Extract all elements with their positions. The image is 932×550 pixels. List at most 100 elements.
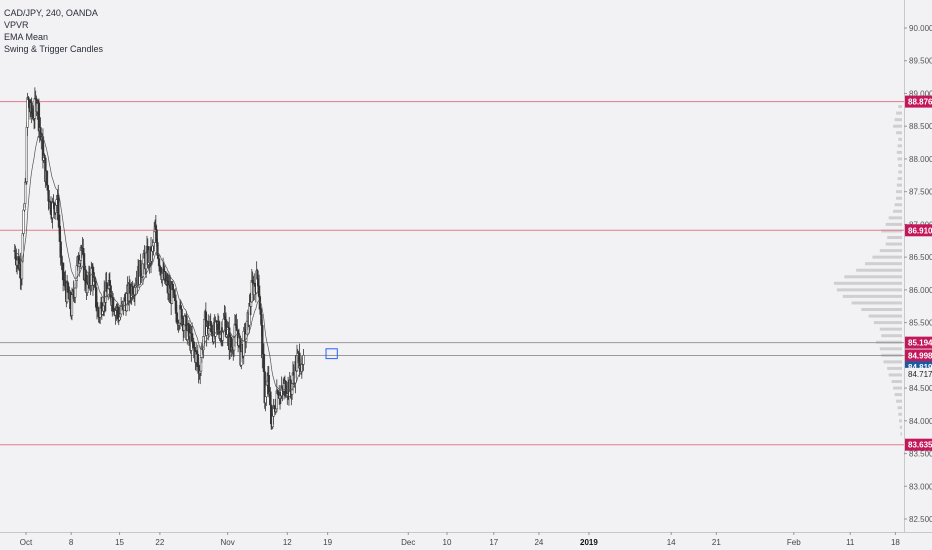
volume-profile-bar <box>844 275 902 279</box>
level-label-bg <box>905 95 932 108</box>
level-label-bg <box>905 349 932 362</box>
volume-profile-bar <box>861 308 902 312</box>
y-tick-label: 89.000 <box>909 89 932 98</box>
volume-profile-bar <box>856 268 902 272</box>
y-tick-label: 87.500 <box>909 188 932 197</box>
level-label: 85.194 <box>908 339 932 348</box>
volume-profile-bar <box>865 262 902 266</box>
candle-body <box>265 384 268 398</box>
volume-profile-bar <box>898 170 902 174</box>
x-tick-label: Dec <box>401 538 415 547</box>
x-tick-label: 14 <box>667 538 676 547</box>
volume-profile-bar <box>893 209 902 213</box>
volume-profile-bar <box>887 366 902 370</box>
volume-profile-bar <box>872 255 902 259</box>
candle-body <box>94 281 97 288</box>
volume-profile-bar <box>897 157 902 161</box>
volume-profile-bar <box>883 360 902 364</box>
volume-profile-bar <box>881 229 902 233</box>
volume-profile-bar <box>896 190 902 194</box>
y-tick-label: 86.000 <box>909 286 932 295</box>
volume-profile-bar <box>898 105 902 109</box>
volume-profile-bar <box>891 380 902 384</box>
y-tick-label: 88.000 <box>909 155 932 164</box>
volume-profile-bar <box>879 249 902 253</box>
volume-profile-bar <box>851 301 902 305</box>
volume-profile-bar <box>885 222 902 226</box>
y-tick-label: 85.500 <box>909 319 932 328</box>
y-tick-label: 86.500 <box>909 253 932 262</box>
volume-profile-bar <box>896 196 902 200</box>
chart-legend: CAD/JPY, 240, OANDA VPVR EMA Mean Swing … <box>4 7 103 55</box>
volume-profile-bar <box>897 177 902 181</box>
level-label: 88.876 <box>908 98 932 107</box>
volume-profile-bar <box>896 150 902 154</box>
x-tick-label: 18 <box>891 538 900 547</box>
ema-mean-line <box>14 134 304 391</box>
x-tick-label: Feb <box>787 538 801 547</box>
y-tick-label: 90.000 <box>909 24 932 33</box>
volume-profile-bar <box>879 327 902 331</box>
volume-profile-bar <box>896 399 902 403</box>
y-tick-label: 84.000 <box>909 417 932 426</box>
volume-profile-bar <box>900 432 902 436</box>
volume-profile-bar <box>899 425 902 429</box>
volume-profile-bar <box>899 419 902 423</box>
candle-body <box>45 170 49 186</box>
plot-background <box>0 0 904 532</box>
volume-profile-bar <box>873 321 902 325</box>
x-tick-label: 10 <box>443 538 452 547</box>
volume-profile-bar <box>894 393 902 397</box>
volume-profile-bar <box>888 373 902 377</box>
ema-price-label: 84.717 <box>908 370 932 379</box>
volume-profile-bar <box>898 412 902 416</box>
level-label-bg <box>905 224 932 237</box>
x-tick-label: 15 <box>115 538 124 547</box>
x-tick-label: 2019 <box>580 538 598 547</box>
volume-profile-bar <box>898 163 902 167</box>
x-tick-label: 17 <box>489 538 498 547</box>
x-tick-label: 12 <box>283 538 292 547</box>
indicator-swing-trigger[interactable]: Swing & Trigger Candles <box>4 44 104 54</box>
forecast-box <box>325 348 338 360</box>
y-tick-label: 83.000 <box>909 482 932 491</box>
x-tick-label: 21 <box>712 538 721 547</box>
volume-profile-bar <box>896 111 902 115</box>
current-price-label: 84.819 <box>908 363 932 372</box>
indicator-vpvr[interactable]: VPVR <box>4 20 29 30</box>
level-label: 86.910 <box>908 226 932 235</box>
candle-body <box>22 209 25 234</box>
candle-body <box>302 355 305 365</box>
x-tick-label: Oct <box>20 538 33 547</box>
candle-body <box>24 181 27 204</box>
x-tick-label: 19 <box>323 538 332 547</box>
ema-label-bg <box>905 367 932 380</box>
level-label: 84.998 <box>908 351 932 360</box>
level-label-bg <box>905 438 932 451</box>
x-tick-label: 24 <box>534 538 543 547</box>
indicator-ema-mean[interactable]: EMA Mean <box>4 32 49 42</box>
volume-profile-bar <box>881 334 902 338</box>
volume-profile-bar <box>897 406 902 410</box>
volume-profile-bar <box>885 242 902 246</box>
candle-body <box>111 297 115 311</box>
volume-profile-bar <box>894 118 902 122</box>
x-tick-label: Nov <box>221 538 235 547</box>
candle-body <box>20 260 24 280</box>
volume-profile-bar <box>868 314 902 318</box>
volume-profile-bar <box>896 131 902 135</box>
candle-body <box>74 287 77 298</box>
volume-profile-bar <box>879 347 902 351</box>
x-tick-label: 11 <box>846 538 855 547</box>
candle-body <box>190 333 194 342</box>
volume-profile-bar <box>833 281 902 285</box>
y-tick-label: 83.500 <box>909 450 932 459</box>
chart-title[interactable]: CAD/JPY, 240, OANDA <box>4 8 98 18</box>
volume-profile-bar <box>842 294 902 298</box>
candle-body <box>256 270 259 280</box>
y-tick-label: 84.500 <box>909 384 932 393</box>
volume-profile-bar <box>894 203 902 207</box>
volume-profile-bar <box>888 216 902 220</box>
